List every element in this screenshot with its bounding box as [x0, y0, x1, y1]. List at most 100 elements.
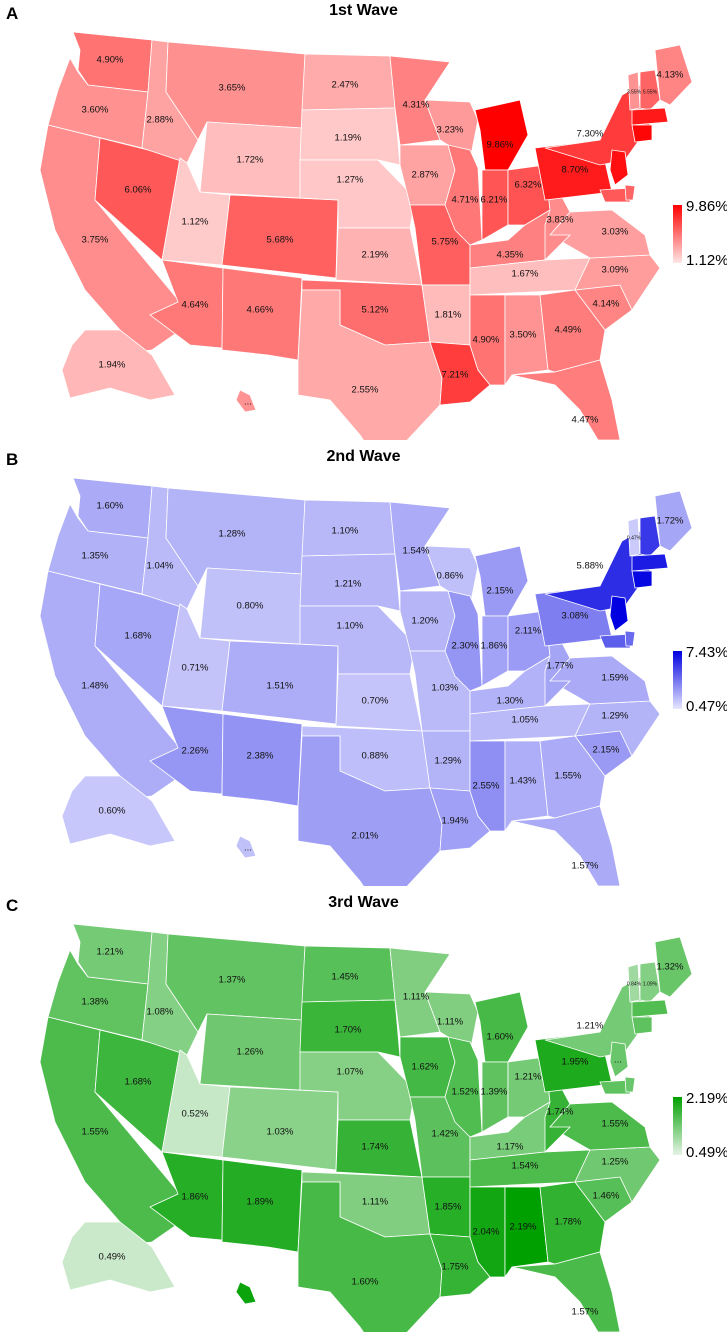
state-label-mi: 9.86%	[487, 140, 514, 151]
state-label-ut: 0.52%	[182, 1109, 209, 1120]
state-label-sd: 1.70%	[335, 1025, 362, 1036]
state-label-wi: 0.86%	[437, 571, 464, 582]
state-label-la: 1.94%	[442, 816, 469, 827]
choropleth-map: 4.90% 3.60% 3.75% 6.06% 2.88% 3.65% 1.72% 1.12%…	[39, 31, 693, 440]
legend-min-label: 0.47%	[686, 698, 727, 715]
state-label-wv: 1.77%	[547, 661, 574, 672]
state-label-nv: 1.68%	[125, 1077, 152, 1088]
state-label-ky: 1.30%	[497, 696, 524, 707]
state-nm	[221, 1159, 303, 1253]
state-label-al: 3.50%	[510, 330, 537, 341]
state-label-sc: 4.14%	[593, 299, 620, 310]
state-label-wa: 1.60%	[97, 501, 124, 512]
state-label-in: 6.21%	[481, 195, 508, 206]
state-label-il: 4.71%	[452, 195, 479, 206]
state-label-nm: 2.38%	[247, 751, 274, 762]
state-label-mo: 5.75%	[432, 237, 459, 248]
state-al	[504, 740, 549, 833]
state-label-hi: ...	[244, 397, 252, 408]
state-tx	[297, 289, 443, 440]
state-label-pa: 3.08%	[562, 611, 589, 622]
state-de	[624, 1076, 636, 1093]
state-label-ak: 1.94%	[99, 360, 126, 371]
state-label-nc: 1.29%	[602, 711, 629, 722]
state-label-ia: 1.62%	[412, 1062, 439, 1073]
state-mi	[474, 991, 529, 1063]
state-label-va: 1.55%	[602, 1119, 629, 1130]
legend-max-label: 2.19%	[686, 1090, 727, 1107]
state-label-tn: 1.54%	[512, 1161, 539, 1172]
state-label-wa: 1.21%	[97, 947, 124, 958]
state-ct	[631, 570, 653, 589]
state-me	[654, 490, 693, 552]
state-label-la: 7.21%	[442, 370, 469, 381]
state-label-ga: 1.78%	[555, 1217, 582, 1228]
legend-min-label: 1.12%	[686, 252, 727, 269]
state-label-ny: 7.30%	[577, 129, 604, 140]
panel-letter: B	[6, 450, 19, 469]
state-ak	[61, 329, 176, 401]
state-mi	[474, 545, 529, 617]
state-md	[599, 1079, 633, 1095]
state-label-ga: 1.55%	[555, 771, 582, 782]
state-label-ne: 1.10%	[337, 621, 364, 632]
state-label-or: 1.35%	[82, 551, 109, 562]
state-label-id: 2.88%	[147, 115, 174, 126]
state-sd	[299, 999, 401, 1058]
state-label-id: 1.04%	[147, 561, 174, 572]
state-label-id: 1.08%	[147, 1007, 174, 1018]
state-label-wy: 1.72%	[237, 155, 264, 166]
state-label-ca: 1.55%	[82, 1127, 109, 1138]
state-label-ca: 3.75%	[82, 235, 109, 246]
state-label-ak: 0.60%	[99, 806, 126, 817]
state-fl	[511, 1251, 621, 1332]
state-hi	[235, 389, 257, 413]
state-label-az: 1.86%	[182, 1192, 209, 1203]
state-label-az: 4.64%	[182, 300, 209, 311]
state-label-ny: 1.21%	[577, 1021, 604, 1032]
state-nh	[639, 961, 661, 1003]
state-label-al: 2.19%	[510, 1222, 537, 1233]
state-label-or: 1.38%	[82, 997, 109, 1008]
state-label-vt: 3.55%	[627, 89, 642, 95]
state-label-tx: 2.01%	[352, 831, 379, 842]
panel-1st-wave: A 1st Wave 4.90% 3.60% 3.75% 6.06% 2.88% 3.65…	[0, 0, 727, 440]
state-label-ky: 1.17%	[497, 1142, 524, 1153]
state-label-mi: 1.60%	[487, 1032, 514, 1043]
state-label-mi: 2.15%	[487, 586, 514, 597]
state-label-sd: 1.19%	[335, 133, 362, 144]
state-nj	[609, 595, 629, 632]
state-nm	[221, 267, 303, 361]
state-label-wi: 3.23%	[437, 125, 464, 136]
state-label-nh: 1.09%	[643, 981, 658, 987]
state-label-ar: 1.29%	[435, 756, 462, 767]
state-ma	[631, 553, 669, 572]
panel-3rd-wave: C 3rd Wave 1.21% 1.38% 1.55% 1.68% 1.08% 1.37…	[0, 892, 727, 1332]
state-label-mt: 3.65%	[219, 83, 246, 94]
legend-min-label: 0.49%	[686, 1144, 727, 1161]
state-label-wy: 0.80%	[237, 601, 264, 612]
state-label-mn: 1.54%	[403, 546, 430, 557]
legend-color-bar	[673, 205, 682, 263]
state-label-pa: 8.70%	[562, 165, 589, 176]
state-label-nv: 6.06%	[125, 185, 152, 196]
state-ma	[631, 107, 669, 126]
panel-2nd-wave: B 2nd Wave 1.60% 1.35% 1.48% 1.68% 1.04% 1.28…	[0, 446, 727, 886]
state-label-ak: 0.49%	[99, 1252, 126, 1263]
state-label-nd: 2.47%	[332, 80, 359, 91]
state-tx	[297, 735, 443, 886]
state-label-mt: 1.28%	[219, 529, 246, 540]
state-label-sc: 1.46%	[593, 1191, 620, 1202]
state-label-sc: 2.15%	[593, 745, 620, 756]
state-de	[624, 630, 636, 647]
state-label-nd: 1.45%	[332, 972, 359, 983]
state-ma	[631, 999, 669, 1018]
state-label-ny: 5.88%	[577, 561, 604, 572]
panel-title: 3rd Wave	[328, 894, 399, 911]
state-sd	[299, 553, 401, 612]
state-label-me: 1.72%	[657, 516, 684, 527]
state-mi	[474, 99, 529, 171]
state-label-ut: 0.71%	[182, 663, 209, 674]
state-label-nd: 1.10%	[332, 526, 359, 537]
state-label-ok: 0.88%	[362, 751, 389, 762]
